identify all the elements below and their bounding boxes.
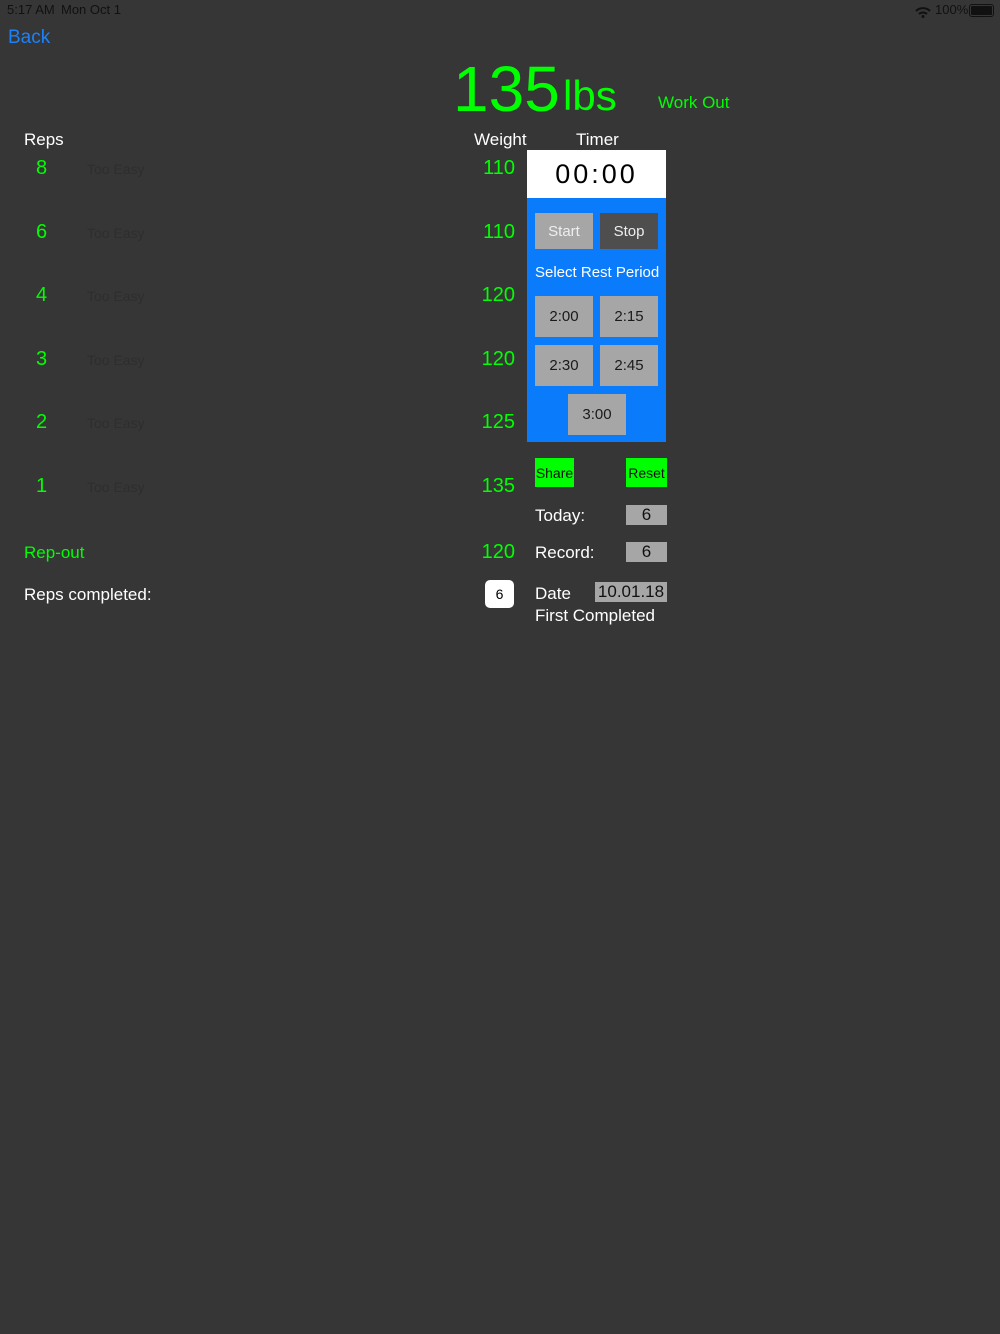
rep-count: 1 [36, 475, 48, 497]
reps-completed-input[interactable]: 6 [485, 580, 514, 608]
rest-2-00-button[interactable]: 2:00 [535, 296, 593, 337]
rest-period-title: Select Rest Period [535, 264, 660, 281]
rep-count: 8 [36, 157, 48, 179]
timer-display: 00:00 [527, 150, 666, 198]
weight-header: Weight [474, 130, 527, 149]
too-easy-button[interactable]: Too Easy [87, 161, 145, 177]
rest-3-00-button[interactable]: 3:00 [568, 394, 626, 435]
status-time: 5:17 AM [7, 2, 55, 17]
timer-header: Timer [576, 130, 619, 149]
too-easy-button[interactable]: Too Easy [87, 352, 145, 368]
record-label: Record: [535, 543, 595, 562]
reps-completed-label: Reps completed: [24, 585, 152, 604]
back-button[interactable]: Back [8, 27, 51, 48]
rep-count: 4 [36, 284, 48, 306]
too-easy-button[interactable]: Too Easy [87, 415, 145, 431]
stop-button[interactable]: Stop [600, 213, 658, 249]
repout-weight: 120 [481, 541, 515, 563]
first-completed-label: First Completed [535, 606, 655, 625]
share-button[interactable]: Share [535, 458, 574, 487]
current-weight: 135 [453, 53, 560, 125]
set-weight: 110 [483, 221, 515, 243]
set-weight: 120 [481, 348, 515, 370]
today-value: 6 [626, 505, 667, 525]
wifi-icon [915, 5, 931, 23]
weight-unit: lbs [563, 72, 617, 119]
record-value: 6 [626, 542, 667, 562]
today-label: Today: [535, 506, 586, 525]
set-weight: 135 [481, 475, 515, 497]
rep-count: 3 [36, 348, 48, 370]
rep-count: 6 [36, 221, 48, 243]
rep-count: 2 [36, 411, 48, 433]
too-easy-button[interactable]: Too Easy [87, 479, 145, 495]
rest-2-30-button[interactable]: 2:30 [535, 345, 593, 386]
repout-label: Rep-out [24, 543, 85, 562]
too-easy-button[interactable]: Too Easy [87, 225, 145, 241]
status-date: Mon Oct 1 [61, 2, 121, 17]
battery-percent: 100% [935, 2, 969, 17]
start-button[interactable]: Start [535, 213, 593, 249]
rest-2-15-button[interactable]: 2:15 [600, 296, 658, 337]
too-easy-button[interactable]: Too Easy [87, 288, 145, 304]
workout-button[interactable]: Work Out [658, 93, 730, 112]
reps-header: Reps [24, 130, 64, 149]
set-weight: 120 [481, 284, 515, 306]
rest-2-45-button[interactable]: 2:45 [600, 345, 658, 386]
reset-button[interactable]: Reset [626, 458, 667, 487]
set-weight: 125 [481, 411, 515, 433]
date-value: 10.01.18 [595, 582, 667, 602]
set-weight: 110 [483, 157, 515, 179]
battery-icon [969, 4, 994, 17]
date-label: Date [535, 584, 571, 603]
